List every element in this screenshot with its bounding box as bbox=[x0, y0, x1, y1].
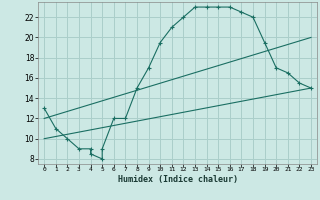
X-axis label: Humidex (Indice chaleur): Humidex (Indice chaleur) bbox=[118, 175, 238, 184]
